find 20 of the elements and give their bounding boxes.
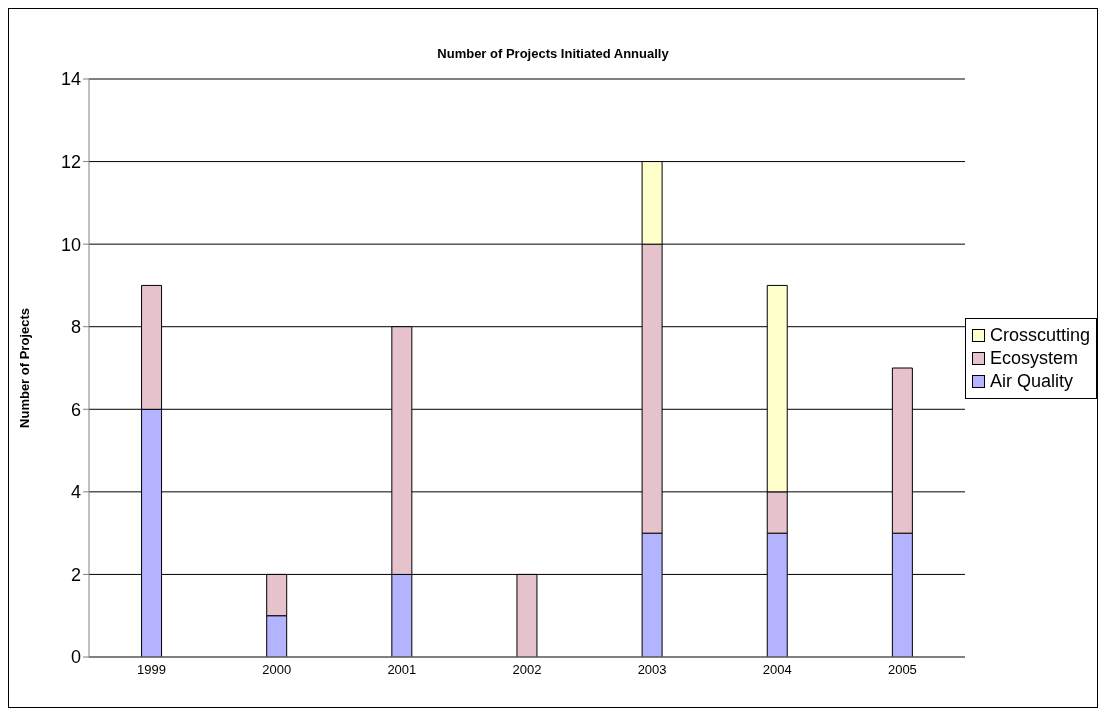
y-tick-label: 4	[70, 482, 81, 503]
x-tick-label: 2002	[512, 662, 542, 678]
y-tick-label: 12	[60, 151, 81, 172]
x-tick-label: 2003	[637, 662, 667, 678]
y-tick-label: 2	[70, 564, 81, 585]
y-tick-label: 8	[70, 317, 81, 338]
x-tick-label: 2005	[887, 662, 917, 678]
y-axis-title: Number of Projects	[16, 308, 32, 428]
y-tick-label: 6	[70, 399, 81, 420]
y-tick-label: 10	[60, 234, 81, 255]
y-tick-label: 14	[60, 69, 81, 90]
legend-label: Ecosystem	[989, 347, 1078, 369]
legend-label: Air Quality	[989, 370, 1073, 392]
x-tick-label: 2004	[762, 662, 792, 678]
x-tick-label: 2000	[262, 662, 292, 678]
chart-title: Number of Projects Initiated Annually	[436, 46, 670, 61]
x-tick-label: 2001	[387, 662, 417, 678]
legend-label: Crosscutting	[989, 324, 1090, 346]
y-tick-label: 0	[70, 647, 81, 668]
x-tick-label: 1999	[137, 662, 167, 678]
